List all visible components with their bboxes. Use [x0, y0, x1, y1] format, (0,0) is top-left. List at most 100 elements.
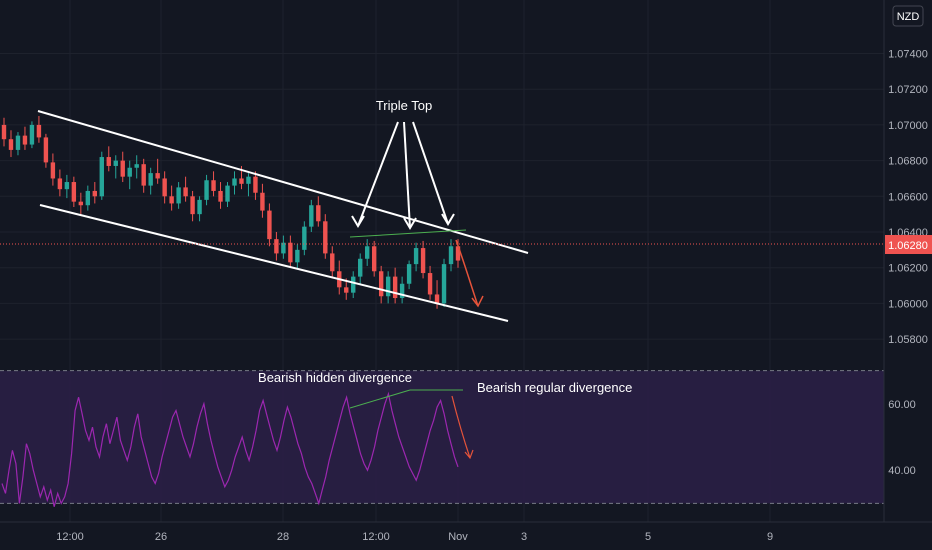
- time-tick-label: 12:00: [362, 531, 390, 543]
- candle: [1, 117, 7, 147]
- candle-body: [120, 160, 125, 177]
- price-axis[interactable]: 1.074001.072001.070001.068001.066001.064…: [888, 49, 928, 347]
- candle-body: [330, 253, 335, 272]
- currency-badge[interactable]: NZD: [892, 5, 924, 27]
- time-tick-label: 26: [155, 531, 167, 543]
- price-tick-label: 1.05800: [888, 334, 928, 346]
- candle: [406, 260, 412, 290]
- candle-body: [399, 283, 405, 299]
- candle-body: [85, 190, 91, 206]
- rsi-tick-label: 40.00: [888, 465, 916, 477]
- candle-body: [385, 276, 391, 297]
- rsi-projection-arrow[interactable]: [451, 395, 471, 459]
- time-tick-label: 3: [521, 531, 527, 543]
- price-tick-label: 1.06000: [888, 298, 928, 310]
- candle: [302, 221, 307, 256]
- candle: [15, 132, 21, 156]
- candle-body: [197, 199, 202, 215]
- candle: [134, 155, 139, 179]
- arrow-head-icon: [464, 449, 474, 460]
- price-series: [1, 116, 461, 309]
- triple-top-arrow-3[interactable]: [412, 121, 449, 225]
- candle-body: [71, 182, 77, 202]
- candle: [232, 171, 237, 195]
- upper-channel-line[interactable]: [37, 110, 529, 254]
- candle: [22, 126, 28, 150]
- candle: [288, 235, 293, 268]
- candle: [169, 185, 174, 211]
- triple-top-arrow-2[interactable]: [403, 121, 411, 229]
- candle: [260, 183, 265, 218]
- price-tick-label: 1.07000: [888, 120, 928, 132]
- candle-body: [176, 187, 181, 204]
- candle-body: [378, 271, 384, 297]
- candle: [218, 182, 223, 209]
- candle: [246, 173, 251, 197]
- candle-body: [267, 210, 272, 240]
- triple-top-arrow-1[interactable]: [357, 121, 399, 227]
- price-tick-label: 1.06800: [888, 156, 928, 168]
- candle: [148, 167, 153, 195]
- candle: [267, 203, 272, 247]
- candle-body: [64, 182, 70, 190]
- candle: [99, 151, 104, 200]
- candle: [127, 160, 132, 190]
- candle-body: [29, 124, 35, 145]
- candle-body: [344, 287, 349, 293]
- candle-body: [302, 226, 307, 250]
- candle: [427, 265, 433, 300]
- price-tick-label: 1.07400: [888, 49, 928, 61]
- currency-label: NZD: [897, 11, 920, 23]
- lower-channel-line[interactable]: [39, 204, 509, 322]
- candle-body: [225, 185, 230, 202]
- candle-body: [57, 178, 63, 190]
- candle: [344, 278, 349, 300]
- candle: [351, 271, 356, 299]
- candle: [155, 158, 160, 184]
- candle-body: [8, 139, 14, 150]
- candle: [441, 258, 447, 307]
- candle: [413, 242, 419, 272]
- candle-body: [420, 248, 426, 274]
- price-tick-label: 1.06200: [888, 263, 928, 275]
- price-tick-label: 1.07200: [888, 84, 928, 96]
- candle-body: [309, 205, 314, 227]
- arrow-head-icon: [403, 217, 417, 230]
- resistance-line[interactable]: [349, 229, 467, 238]
- rsi-axis[interactable]: 60.00 40.00: [888, 399, 916, 477]
- drawings: [37, 110, 529, 460]
- candle: [399, 276, 405, 304]
- candle-body: [295, 249, 300, 263]
- rsi-tick-label: 60.00: [888, 399, 916, 411]
- candle: [295, 244, 300, 270]
- candle-body: [358, 258, 363, 277]
- candle-body: [148, 173, 153, 186]
- rsi-panel: [0, 370, 884, 504]
- candle: [113, 155, 118, 179]
- candle: [281, 235, 286, 259]
- candle: [92, 182, 97, 204]
- candle: [64, 174, 70, 199]
- time-axis[interactable]: 12:00 26 28 12:00 Nov 3 5 9: [56, 531, 773, 543]
- rsi-band: [0, 370, 884, 504]
- candle: [57, 169, 63, 197]
- candle-body: [413, 248, 419, 265]
- time-tick-label: 28: [277, 531, 289, 543]
- candle-body: [113, 160, 118, 166]
- arrow-head-icon: [351, 215, 365, 228]
- rsi-line: [1, 391, 459, 507]
- candle: [29, 121, 35, 149]
- candle: [365, 239, 370, 266]
- candle-body: [441, 264, 447, 304]
- price-projection-arrow[interactable]: [455, 239, 479, 307]
- candle: [323, 214, 328, 259]
- candle: [78, 192, 84, 215]
- candle: [120, 151, 125, 183]
- time-tick-label: 5: [645, 531, 651, 543]
- candle-body: [50, 162, 56, 179]
- hidden-divergence-line[interactable]: [349, 389, 411, 409]
- candle-body: [455, 246, 461, 261]
- candle-body: [43, 137, 49, 163]
- candle: [330, 246, 335, 279]
